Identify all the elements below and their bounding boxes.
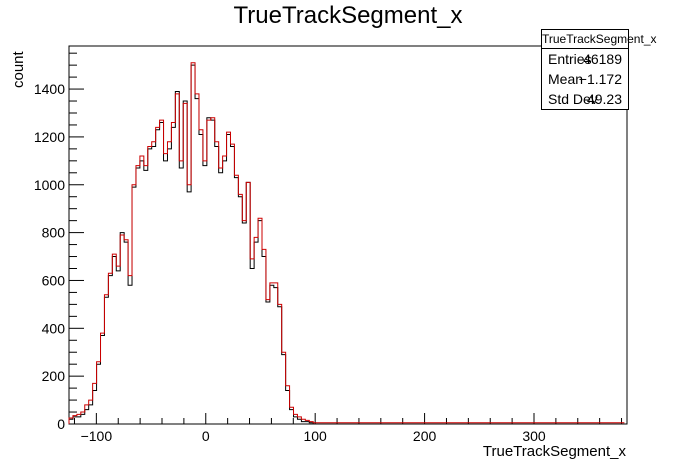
x-tick-label: 100 [303, 428, 327, 444]
stats-box: TrueTrackSegment_x Entries 46189 Mean −1… [541, 29, 657, 110]
x-tick-label: 200 [413, 428, 437, 444]
y-tick-label: 600 [42, 272, 66, 288]
stats-value: 46189 [583, 51, 622, 67]
y-tick-label: 1400 [34, 81, 65, 97]
y-tick-label: 1200 [34, 129, 65, 145]
x-axis-label: TrueTrackSegment_x [482, 443, 626, 460]
stats-value: 49.23 [586, 91, 622, 107]
y-tick-label: 400 [42, 320, 66, 336]
x-tick-label: −100 [81, 428, 113, 444]
stats-label: Std Dev [548, 91, 598, 107]
x-tick-label: 0 [202, 428, 210, 444]
stats-box-title: TrueTrackSegment_x [542, 30, 657, 49]
chart-title: TrueTrackSegment_x [233, 2, 463, 29]
y-tick-label: 200 [42, 368, 66, 384]
histogram-series-2 [68, 62, 625, 424]
histogram-series-1 [68, 64, 625, 425]
stats-row-stddev: Std Dev 49.23 [542, 89, 628, 109]
y-tick-label: 800 [42, 225, 66, 241]
stats-row-mean: Mean −1.172 [542, 69, 628, 89]
stats-label: Mean [548, 71, 584, 87]
stats-row-entries: Entries 46189 [542, 49, 628, 69]
stats-label: Entries [548, 51, 592, 67]
stats-value: −1.172 [578, 71, 622, 87]
y-tick-label: 1000 [34, 177, 65, 193]
x-tick-label: 300 [522, 428, 546, 444]
y-tick-label: 0 [57, 416, 65, 432]
